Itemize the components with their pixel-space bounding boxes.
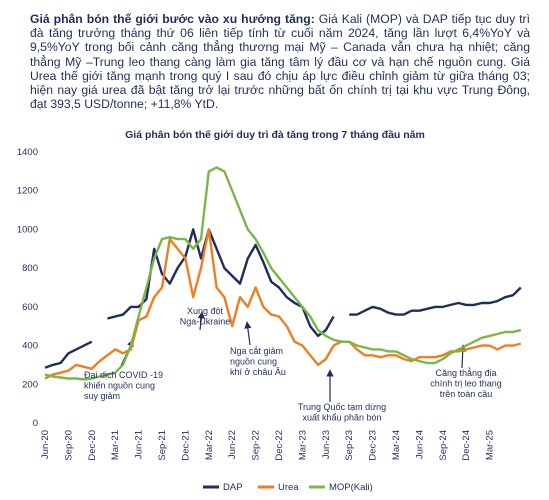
x-tick-label: Dec-22: [274, 430, 285, 461]
annotation: Nga-Ukraine: [180, 317, 231, 327]
y-tick-label: 0: [33, 418, 38, 429]
intro-lead: Giá phân bón thế giới bước vào xu hướng …: [30, 12, 315, 26]
x-tick-label: Mar-23: [297, 430, 308, 460]
y-tick-label: 800: [22, 263, 38, 274]
x-tick-label: Jun-20: [40, 430, 51, 459]
arrow: [459, 344, 467, 369]
annotation: trên toàn cầu: [440, 389, 493, 399]
x-tick-label: Sep-21: [157, 430, 168, 461]
x-tick-label: Mar-24: [391, 430, 402, 460]
annotation: Xung đột: [187, 306, 224, 316]
arrow: [244, 321, 252, 346]
x-tick-label: Dec-24: [461, 430, 472, 461]
annotation: Trung Quốc tạm dừng: [298, 402, 386, 412]
y-tick-label: 400: [22, 341, 38, 352]
x-tick-label: Mar-25: [485, 430, 496, 460]
x-tick-label: Sep-20: [63, 430, 74, 461]
legend-label: DAP: [223, 482, 243, 493]
y-tick-label: 1400: [17, 147, 38, 158]
series-line: [44, 228, 522, 369]
annotation: Căng thẳng địa: [435, 367, 496, 378]
y-tick-label: 600: [22, 302, 38, 313]
x-tick-label: Sep-24: [438, 430, 449, 461]
x-tick-label: Jun-23: [321, 430, 332, 459]
y-tick-label: 1000: [17, 224, 38, 235]
x-tick-label: Mar-22: [204, 430, 215, 460]
annotation: xuất khẩu phân bón: [302, 413, 381, 423]
annotation: chính trị leo thang: [430, 379, 502, 389]
x-tick-label: Dec-20: [87, 430, 98, 461]
arrow: [197, 311, 205, 331]
x-tick-label: Jun-21: [134, 430, 145, 459]
x-tick-label: Sep-23: [344, 430, 355, 461]
annotation: khí ở châu Âu: [230, 367, 286, 377]
x-tick-label: Sep-22: [251, 430, 262, 461]
arrows: [119, 311, 467, 402]
series-line: [44, 228, 522, 380]
x-tick-label: Jun-22: [227, 430, 238, 459]
x-tick-label: Jun-24: [414, 430, 425, 459]
annotation: nguồn cung: [230, 357, 277, 367]
annotation: Nga cắt giảm: [230, 346, 283, 356]
legend-item: MOP(Kali): [309, 482, 373, 493]
y-tick-label: 1200: [17, 186, 38, 197]
legend-item: Urea: [258, 482, 299, 493]
intro-body: Giá Kali (MOP) và DAP tiếp tục duy trì đ…: [30, 12, 530, 112]
intro: Giá phân bón thế giới bước vào xu hướng …: [30, 12, 530, 111]
legend-label: MOP(Kali): [329, 482, 373, 493]
x-tick-label: Dec-23: [368, 430, 379, 461]
y-tick-label: 200: [22, 379, 38, 390]
chart-title: Giá phân bón thế giới duy trì đà tăng tr…: [125, 129, 425, 141]
series-line: [44, 166, 522, 381]
x-tick-label: Dec-21: [180, 430, 191, 461]
legend-label: Urea: [278, 482, 299, 493]
annotation: suy giảm: [84, 391, 120, 401]
x-tick-label: Mar-21: [110, 430, 121, 460]
annotation: khiến nguồn cung: [84, 381, 155, 391]
annotation: Đại dịch COVID -19: [84, 370, 163, 380]
legend-item: DAP: [203, 482, 243, 493]
